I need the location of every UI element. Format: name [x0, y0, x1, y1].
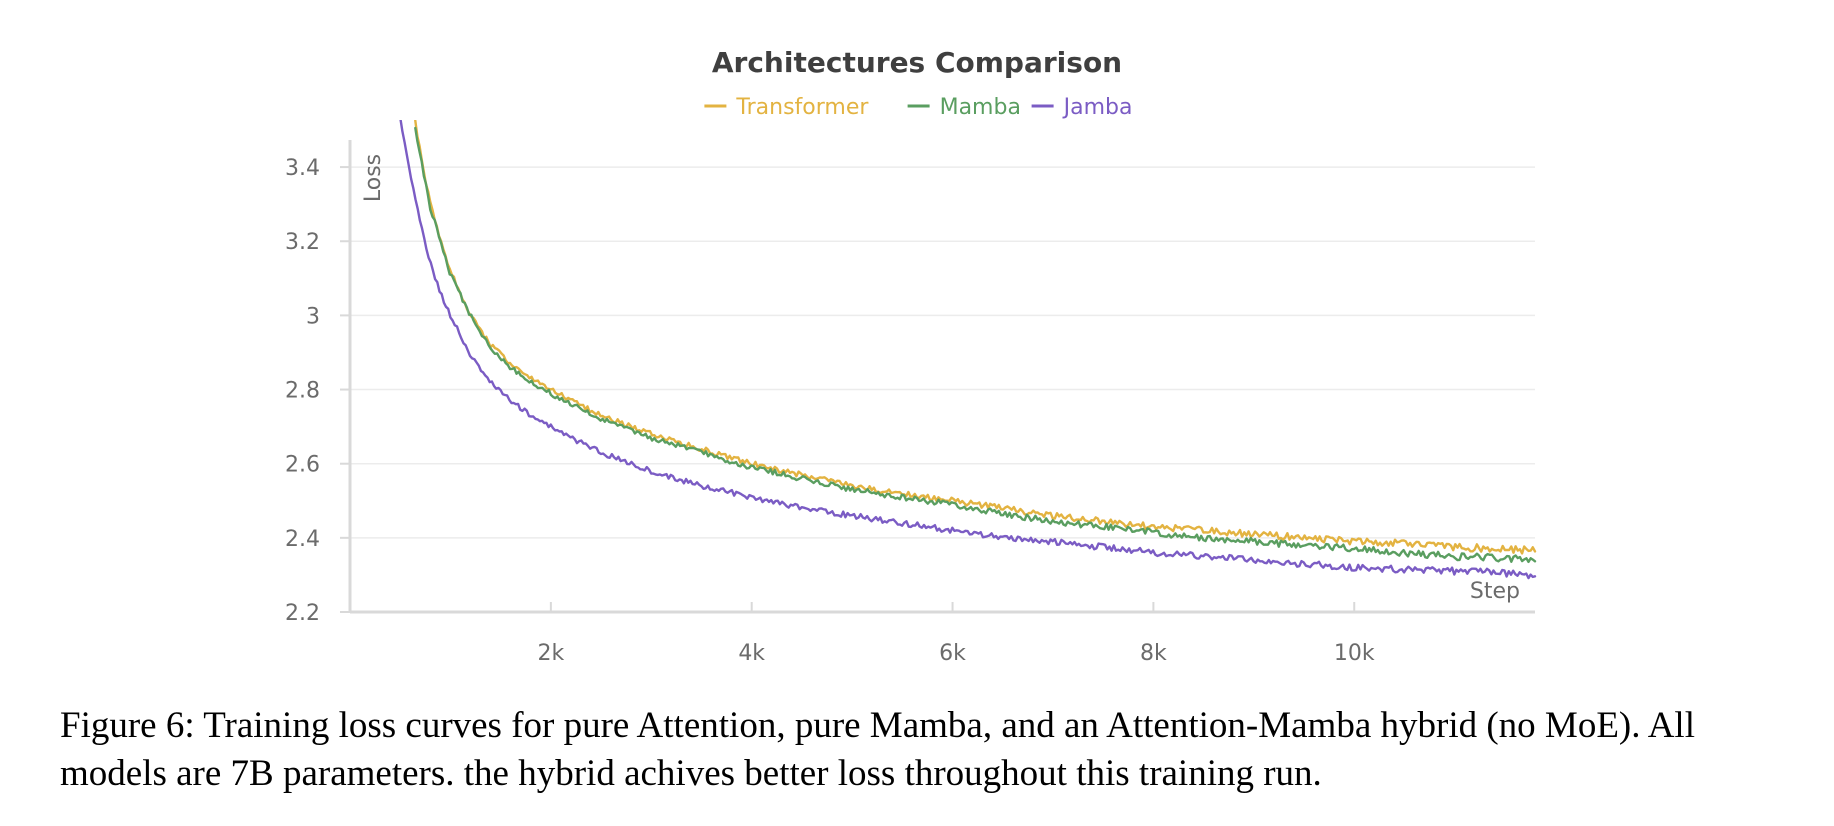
series-lines [399, 120, 1537, 580]
x-tick-label: 2k [537, 641, 564, 666]
y-axis-label: Loss [361, 154, 386, 202]
x-tick-label: 8k [1140, 641, 1167, 666]
y-tick-label: 2.6 [285, 453, 320, 478]
y-tick-label: 3.4 [285, 156, 320, 181]
y-tick-label: 2.8 [285, 379, 320, 404]
chart-svg: Architectures Comparison Transformer Mamb… [285, 46, 1537, 666]
legend-item-jamba[interactable]: Jamba [1031, 95, 1133, 120]
y-tick-label: 3.2 [285, 230, 320, 255]
series-line-jamba [399, 120, 1537, 580]
x-axis-label: Step [1470, 579, 1520, 604]
x-tick-label: 10k [1334, 641, 1375, 666]
legend-item-mamba[interactable]: Mamba [907, 95, 1021, 120]
legend-label: Jamba [1062, 95, 1133, 120]
figure-caption: Figure 6: Training loss curves for pure … [60, 705, 1695, 794]
series-line-mamba [414, 126, 1537, 564]
legend: Transformer Mamba Jamba [704, 95, 1132, 120]
y-tick-label: 2.4 [285, 527, 320, 552]
loss-chart: Architectures Comparison Transformer Mamb… [285, 46, 1537, 666]
legend-label: Transformer [735, 95, 869, 120]
series-line-transformer [414, 120, 1537, 555]
x-tick-label: 4k [738, 641, 765, 666]
y-tick-label: 3 [306, 304, 320, 329]
legend-item-transformer[interactable]: Transformer [704, 95, 869, 120]
tick-labels: 2.2 2.4 2.6 2.8 3 3.2 3.4 2k 4k 6k 8k 10k [285, 156, 1375, 666]
grid-lines [350, 166, 1535, 539]
x-tick-label: 6k [939, 641, 966, 666]
chart-title: Architectures Comparison [712, 46, 1122, 79]
legend-label: Mamba [940, 95, 1021, 120]
axes [340, 140, 1535, 614]
y-tick-label: 2.2 [285, 601, 320, 626]
